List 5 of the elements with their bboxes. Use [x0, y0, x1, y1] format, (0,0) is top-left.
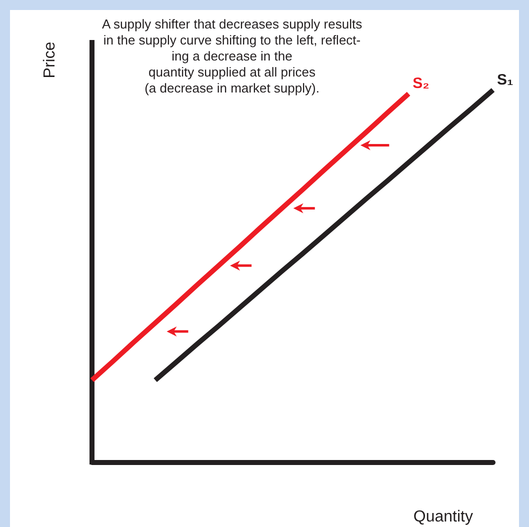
series-label: S₂: [412, 75, 430, 92]
series-label: S₁: [497, 72, 514, 88]
x-axis-title: Quantity: [413, 508, 473, 526]
annotation: A supply shifter that decreases supply results in the supply curve shifting to the left, reflect- ing a decrease in the quantity supplied at all prices (a decrease in market supply).: [102, 16, 363, 96]
y-axis-title: Price: [42, 42, 58, 78]
